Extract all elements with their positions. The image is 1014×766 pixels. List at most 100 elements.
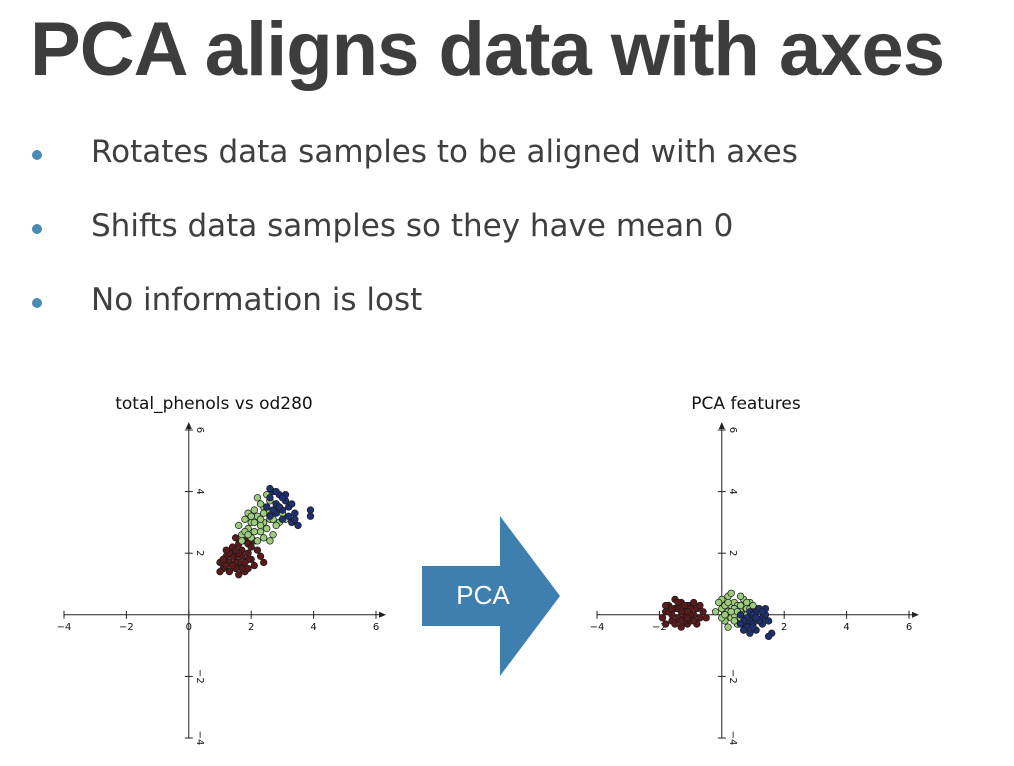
data-point: [253, 546, 262, 554]
data-point: [222, 561, 230, 570]
data-point: [231, 534, 240, 542]
y-tick-label: 2: [194, 550, 205, 556]
data-point: [263, 524, 271, 533]
data-point: [683, 614, 692, 622]
data-point: [278, 515, 287, 523]
data-point: [284, 512, 293, 520]
scatter-plot-original: −4 −2 0 2 4 6 −4 −2 2 4 6: [57, 422, 386, 746]
chart-title: PCA features: [691, 394, 801, 414]
data-point: [749, 623, 757, 631]
arrow-label: PCA: [456, 580, 510, 610]
data-point: [244, 549, 252, 557]
data-point: [696, 614, 704, 622]
data-point: [690, 598, 698, 607]
bullet-dot-icon: [32, 150, 42, 160]
data-point: [711, 608, 720, 616]
x-tick-label: 4: [843, 622, 849, 633]
data-point: [736, 620, 745, 628]
data-point: [256, 527, 265, 536]
x-tick-label: −2: [119, 622, 134, 633]
data-point: [291, 515, 299, 523]
data-point: [241, 515, 249, 523]
data-point: [228, 561, 237, 570]
bullet-dot-icon: [32, 224, 42, 234]
x-axis-arrow-icon: [912, 611, 919, 618]
data-point: [668, 604, 676, 613]
x-tick-label: −4: [57, 622, 72, 633]
x-tick-label: 6: [373, 622, 379, 633]
data-point: [702, 614, 710, 622]
data-point: [661, 620, 670, 628]
data-point: [269, 506, 277, 514]
data-point: [699, 608, 707, 616]
data-point: [683, 608, 692, 616]
data-point: [238, 537, 246, 545]
y-tick-label: −4: [194, 731, 205, 746]
data-point: [260, 509, 268, 517]
data-point: [727, 589, 735, 597]
data-point: [306, 512, 315, 520]
bullet-dot-icon: [32, 298, 42, 308]
y-tick-label: 4: [194, 488, 205, 494]
data-point: [247, 512, 255, 520]
y-tick-label: −2: [194, 669, 205, 684]
bullet-text: Rotates data samples to be aligned with …: [91, 134, 798, 170]
data-point: [250, 518, 258, 527]
data-point: [736, 592, 745, 600]
data-point: [263, 503, 271, 511]
data-point: [250, 506, 258, 514]
x-tick-label: 0: [186, 622, 192, 633]
y-axis-arrow-icon: [185, 422, 192, 429]
data-point: [250, 527, 258, 536]
data-point: [736, 601, 745, 610]
data-point: [266, 484, 274, 493]
y-tick-label: −2: [727, 669, 738, 684]
data-point: [680, 601, 689, 610]
data-point: [272, 487, 280, 496]
data-point: [736, 611, 745, 619]
y-tick-label: 2: [727, 550, 738, 556]
data-point: [260, 534, 268, 542]
data-point: [721, 611, 729, 619]
data-point: [219, 555, 227, 564]
data-point: [661, 601, 670, 610]
data-point: [256, 500, 265, 508]
data-point: [269, 531, 277, 539]
data-point: [225, 568, 234, 576]
data-point: [247, 543, 255, 551]
data-point: [291, 509, 299, 517]
chart-title: total_phenols vs od280: [115, 394, 313, 414]
bullet-text: No information is lost: [91, 282, 423, 318]
data-point: [256, 521, 265, 530]
bullet-text: Shifts data samples so they have mean 0: [91, 208, 734, 244]
data-point: [674, 598, 682, 607]
x-tick-label: −4: [590, 622, 605, 633]
scatter-plot-pca: −4 −2 2 4 6 −4 −2 2 4 6: [590, 422, 919, 745]
data-point: [752, 614, 760, 622]
x-tick-label: 2: [248, 622, 254, 633]
data-point: [724, 598, 732, 607]
data-point: [677, 617, 685, 625]
data-point: [256, 552, 265, 560]
data-point: [671, 620, 679, 628]
pca-arrow-icon: [422, 516, 560, 676]
data-point: [690, 617, 698, 625]
data-point: [250, 561, 258, 570]
data-point: [253, 494, 262, 502]
data-point: [266, 494, 274, 502]
y-tick-label: 6: [194, 427, 205, 433]
data-point: [272, 521, 280, 530]
x-axis-arrow-icon: [379, 611, 386, 618]
x-tick-label: 4: [310, 622, 316, 633]
data-point: [256, 515, 265, 523]
data-point: [235, 521, 243, 530]
data-point: [739, 626, 748, 634]
x-tick-label: 2: [781, 622, 787, 633]
y-tick-label: 4: [727, 488, 738, 494]
data-point: [244, 564, 252, 573]
data-point: [727, 608, 735, 616]
slide-title: PCA aligns data with axes: [30, 7, 945, 92]
data-point: [724, 623, 732, 631]
data-point: [275, 503, 283, 511]
data-point: [764, 632, 773, 641]
